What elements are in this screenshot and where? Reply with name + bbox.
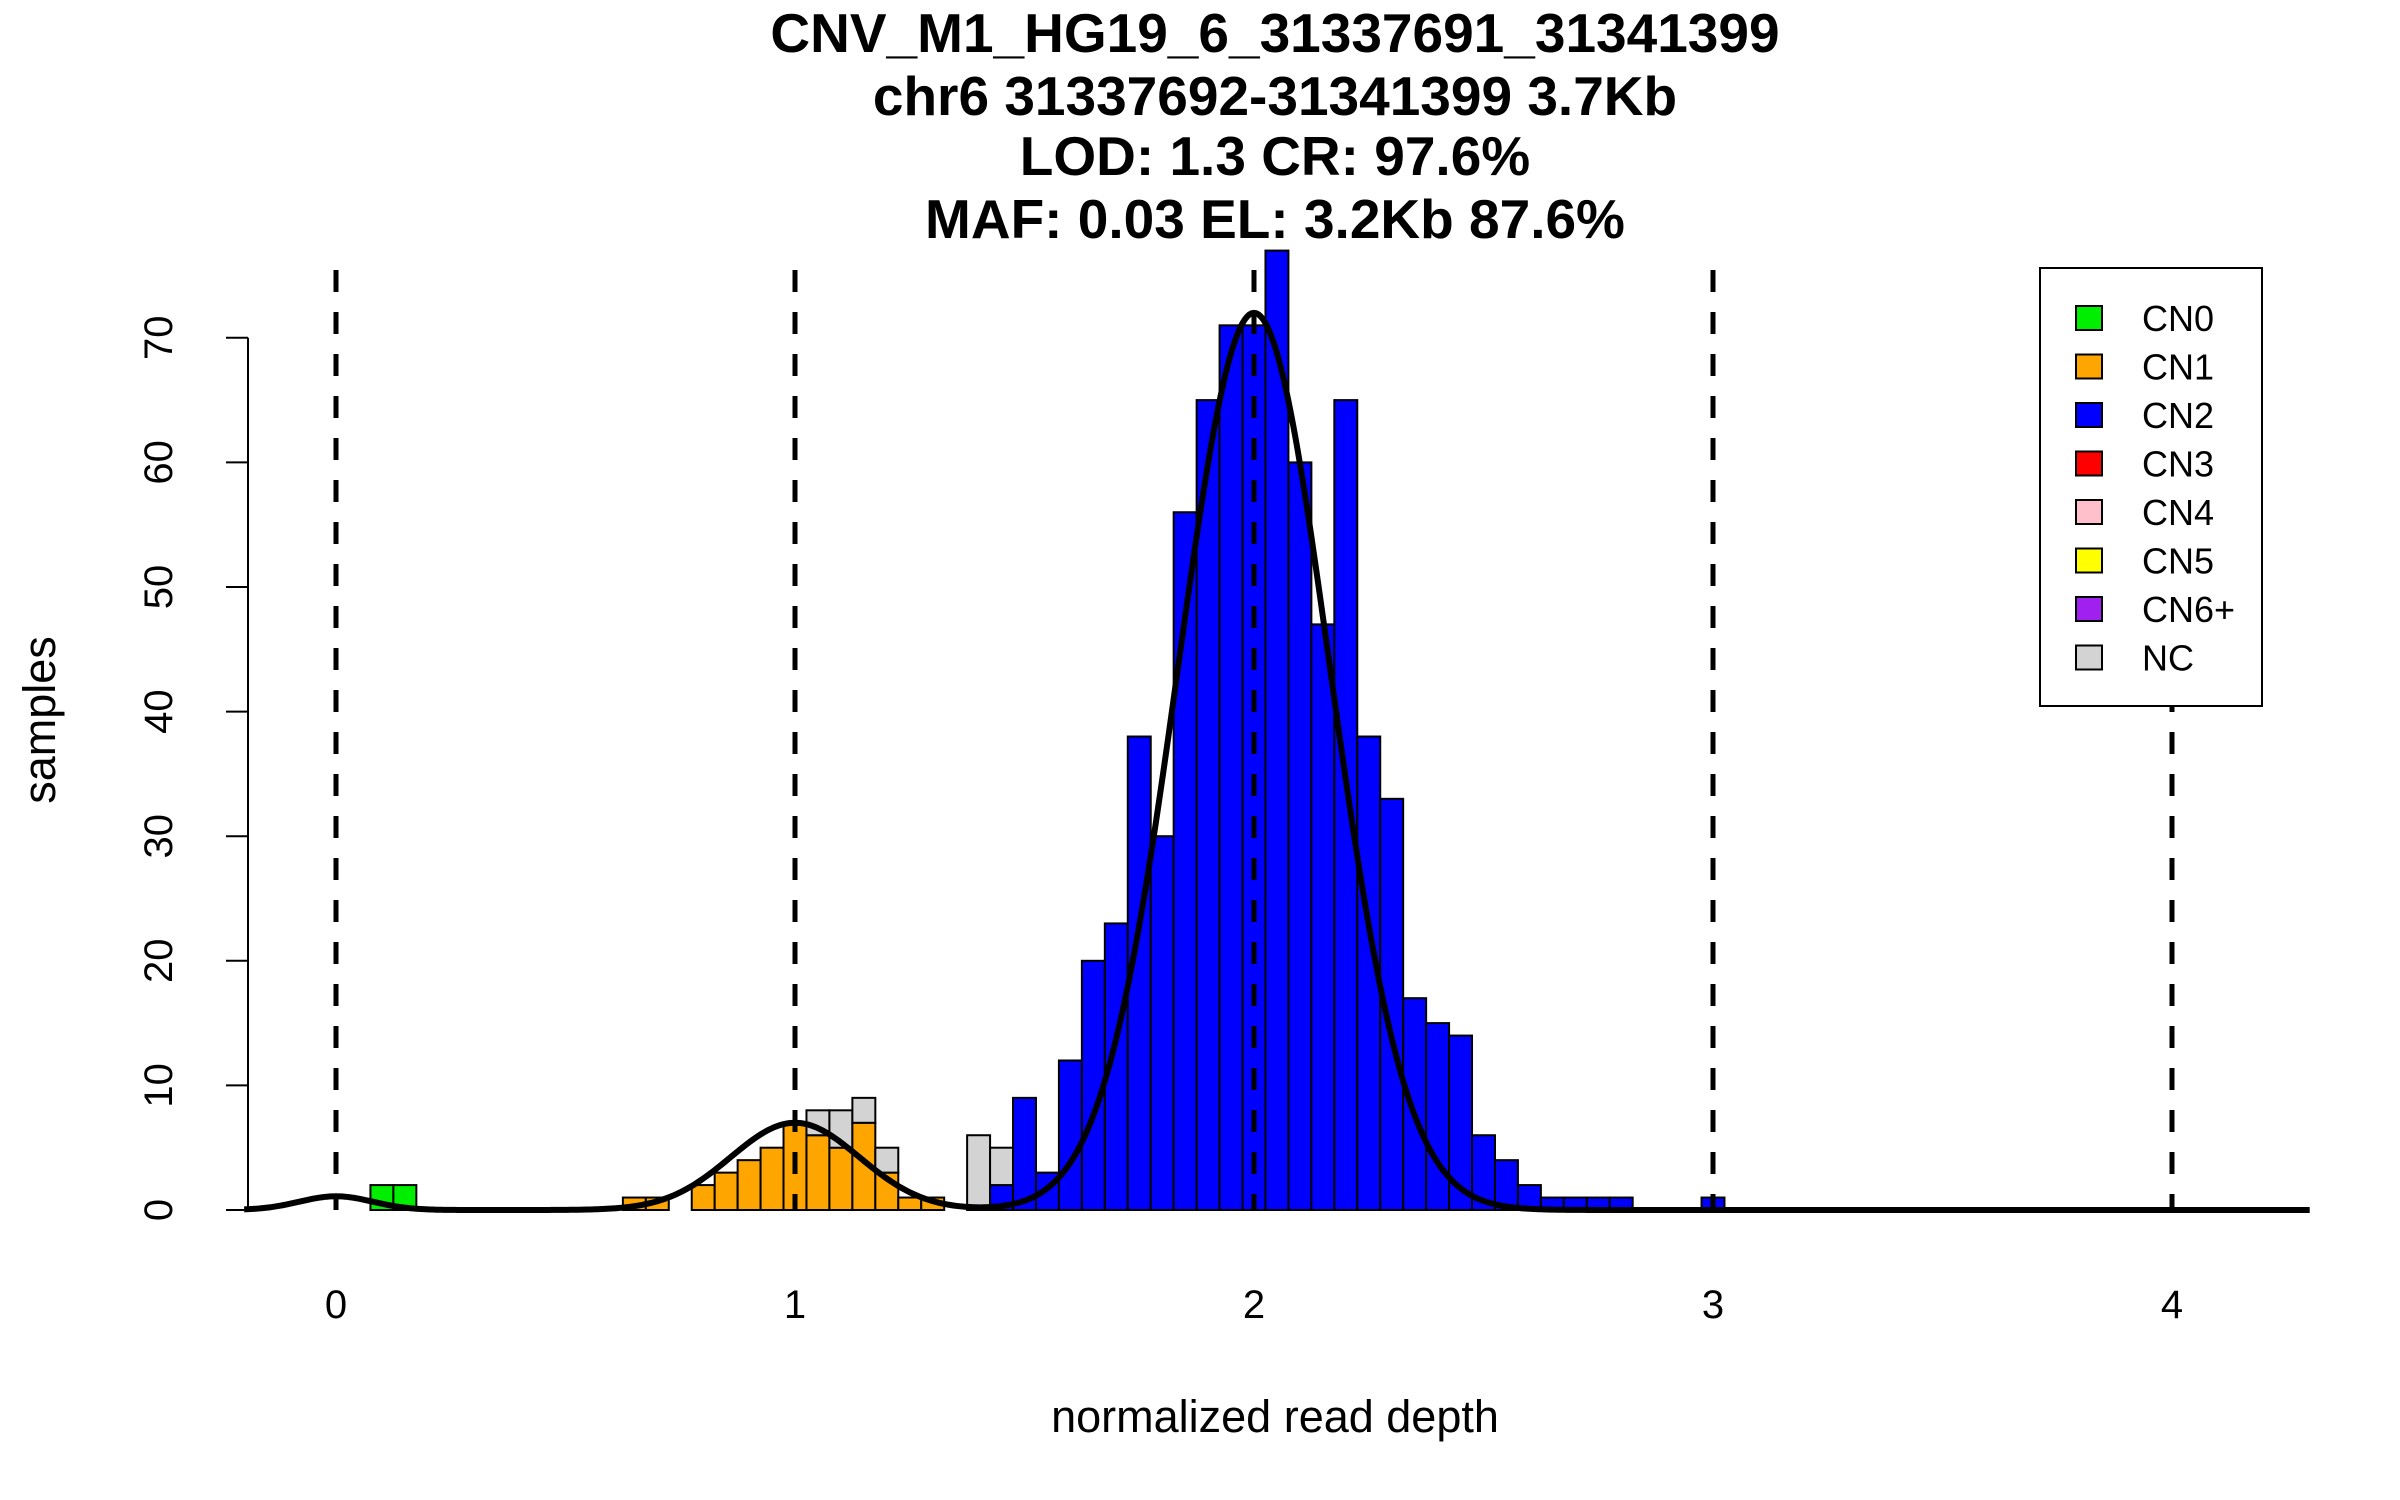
x-tick-label-2: 2: [1243, 1283, 1265, 1327]
legend-label-cn3: CN3: [2142, 444, 2214, 485]
x-tick-label-3: 3: [1702, 1283, 1724, 1327]
legend-box: [2039, 267, 2263, 707]
bar-cn2-31-0: [1333, 399, 1359, 1212]
title-line-4: MAF: 0.03 EL: 3.2Kb 87.6%: [925, 188, 1625, 250]
bar-cn1-10-0: [828, 1146, 854, 1211]
bar-cn1-9-0: [805, 1134, 831, 1211]
axes: 0 1 2 3 4 0 10 20 30 40 50 60 70: [137, 316, 2183, 1327]
bar-nc-12-1: [874, 1146, 900, 1174]
legend-swatch-cn1: [2075, 353, 2103, 380]
legend-label-cn1: CN1: [2142, 347, 2214, 388]
legend-label-cn6plus: CN6+: [2142, 589, 2235, 630]
y-tick-label-0: 0: [137, 1199, 181, 1221]
bar-cn2-30-0: [1310, 623, 1336, 1211]
histogram-bars: [369, 249, 1726, 1212]
y-tick-label-4: 40: [137, 689, 181, 734]
bar-cn2-35-0: [1425, 1022, 1451, 1211]
x-tick-label-0: 0: [325, 1283, 347, 1327]
legend-swatch-cn5: [2075, 547, 2103, 574]
y-tick-label-5: 50: [137, 565, 181, 610]
legend-swatch-nc: [2075, 644, 2103, 671]
legend: CN0 CN1 CN2 CN3 CN4 CN5 CN6+ NC: [2039, 267, 2263, 707]
legend-swatch-cn0: [2075, 305, 2103, 331]
bar-nc-11-1: [851, 1096, 877, 1124]
x-tick-label-4: 4: [2161, 1283, 2183, 1327]
bar-cn1-13-0: [897, 1196, 923, 1212]
y-tick-label-1: 10: [137, 1063, 181, 1108]
bar-cn2-17-0: [1012, 1096, 1037, 1211]
y-tick-label-6: 60: [137, 440, 181, 485]
x-axis-label: normalized read depth: [1051, 1391, 1499, 1442]
y-axis-label: samples: [14, 636, 65, 804]
y-tick-label-7: 70: [137, 316, 181, 361]
bar-cn2-29-0: [1287, 461, 1313, 1211]
legend-label-cn0: CN0: [2142, 298, 2214, 339]
chart-title: CNV_M1_HG19_6_31337691_31341399 chr6 313…: [770, 2, 1779, 250]
fitted-density-curve: [244, 309, 2310, 1213]
bar-nc-15-0: [966, 1134, 992, 1211]
bar-cn2-36-0: [1448, 1034, 1474, 1212]
bar-cn1-7-0: [759, 1146, 785, 1211]
bar-cn1-4-0: [690, 1184, 716, 1211]
legend-label-nc: NC: [2142, 638, 2194, 679]
x-axis-ticks: 0 1 2 3 4: [325, 1283, 2183, 1327]
bar-nc-16-1: [989, 1146, 1015, 1187]
legend-label-cn2: CN2: [2142, 395, 2214, 436]
reference-lines: [333, 270, 2175, 1210]
bar-cn2-26-0: [1218, 324, 1244, 1211]
legend-swatch-cn3: [2075, 450, 2103, 477]
bar-cn1-6-0: [736, 1159, 762, 1212]
bar-cn2-19-0: [1057, 1059, 1083, 1211]
legend-label-cn4: CN4: [2142, 492, 2214, 533]
legend-swatch-cn6plus: [2075, 596, 2103, 622]
title-line-3: LOD: 1.3 CR: 97.6%: [1020, 125, 1530, 187]
title-line-2: chr6 31337692-31341399 3.7Kb: [873, 65, 1677, 127]
legend-swatch-cn2: [2075, 402, 2103, 428]
legend-swatch-cn4: [2075, 499, 2103, 525]
density-curve: [244, 309, 2310, 1213]
y-tick-label-2: 20: [137, 939, 181, 984]
bar-cn2-23-0: [1149, 835, 1175, 1211]
bar-cn1-5-0: [713, 1171, 739, 1211]
bar-cn2-34-0: [1402, 997, 1428, 1211]
title-line-1: CNV_M1_HG19_6_31337691_31341399: [770, 2, 1779, 64]
x-tick-label-1: 1: [784, 1283, 806, 1327]
y-axis-ticks: 0 10 20 30 40 50 60 70: [137, 316, 248, 1221]
y-tick-label-3: 30: [137, 814, 181, 859]
legend-label-cn5: CN5: [2142, 541, 2214, 582]
